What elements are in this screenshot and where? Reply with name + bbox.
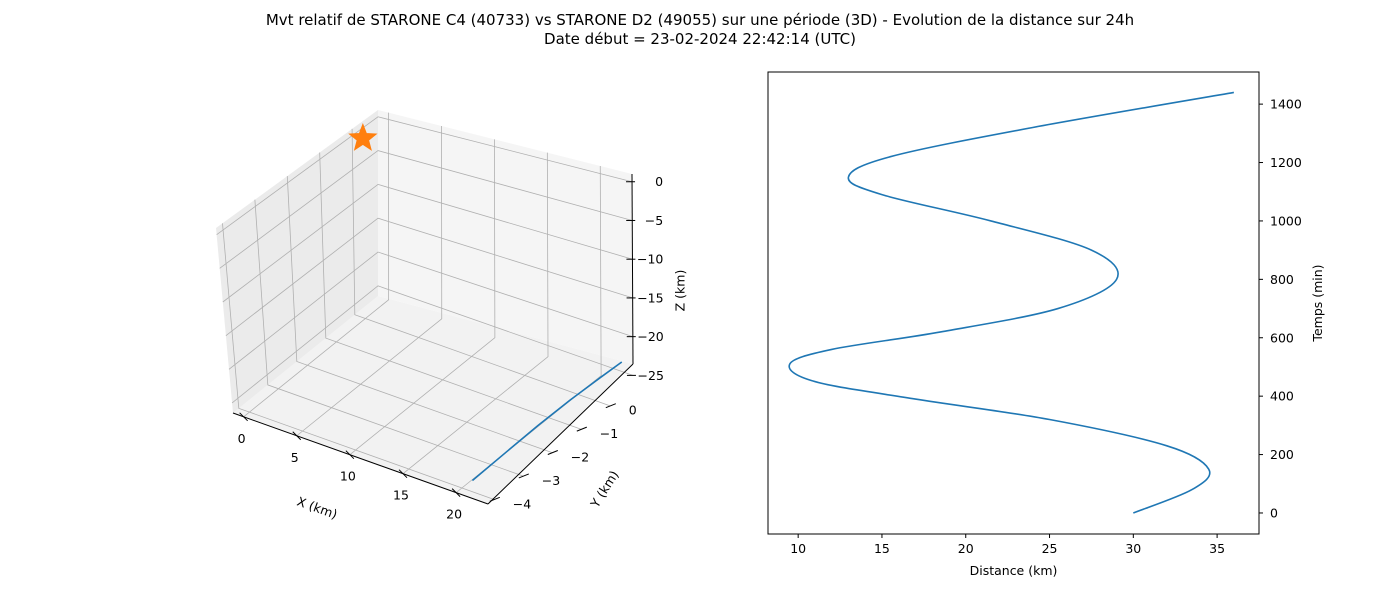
- y-gridline: [319, 152, 581, 430]
- y-tick-label: 200: [1270, 447, 1294, 462]
- y-tick-label: 1200: [1270, 155, 1302, 170]
- left-wall-pane: [216, 110, 378, 413]
- origin-star-marker: [348, 122, 378, 151]
- z-tick-label: 0: [655, 174, 663, 189]
- x-tick-label: 0: [238, 431, 246, 446]
- z-gridline: [231, 285, 634, 404]
- distance-series-line: [788, 91, 1234, 514]
- y-gridline: [254, 199, 523, 477]
- x-tick-mark: [292, 431, 302, 441]
- y-tick-mark: [547, 450, 558, 455]
- x-tick-label: 5: [291, 450, 299, 465]
- floor-pane: [233, 296, 633, 504]
- z-tick-label: −15: [637, 290, 663, 305]
- y-tick-mark: [518, 473, 529, 479]
- x-tick-label: 10: [790, 541, 806, 556]
- z-tick-label: −25: [638, 368, 664, 383]
- z-tick-label: −10: [637, 252, 663, 267]
- y-axis-line: [487, 363, 634, 505]
- z-axis-label: Z (km): [673, 270, 688, 312]
- y-gridline: [351, 128, 610, 407]
- x-tick-label: 15: [393, 488, 409, 503]
- x-tick-mark: [239, 412, 248, 422]
- plot-frame: [767, 71, 1260, 535]
- y-tick-mark: [489, 496, 500, 502]
- x-tick-label: 25: [1042, 541, 1058, 556]
- y-tick-label: −4: [513, 496, 531, 511]
- x-tick-label: 35: [1209, 541, 1225, 556]
- y-tick-mark: [576, 426, 587, 432]
- x-tick-label: 15: [874, 541, 890, 556]
- x-gridline: [402, 152, 549, 474]
- trajectory-line: [471, 361, 623, 482]
- y-tick-mark: [605, 403, 616, 409]
- y-gridline: [222, 223, 494, 500]
- x-tick-mark: [451, 488, 461, 497]
- x-tick-label: 20: [446, 507, 462, 522]
- z-gridline: [216, 116, 633, 236]
- y-tick-label: 600: [1270, 330, 1294, 345]
- y-tick-label: 400: [1270, 389, 1294, 404]
- y-tick-label: 0: [629, 403, 637, 418]
- y-tick-label: −1: [600, 426, 618, 441]
- x-tick-label: 20: [958, 541, 974, 556]
- x-axis-label: X (km): [295, 494, 339, 522]
- x-gridline: [243, 112, 390, 418]
- y-tick-label: −2: [571, 450, 589, 465]
- z-tick-label: −5: [645, 213, 663, 228]
- y-axis-label: Y (km): [587, 468, 622, 511]
- z-gridline: [225, 217, 633, 336]
- plot-distance-vs-time: 10 15 20 25 30 35 0 200 400 600 800 1000 1200 1400 Dis…: [767, 71, 1325, 578]
- x-tick-mark: [398, 469, 408, 479]
- x-tick-label: 10: [340, 469, 356, 484]
- z-gridline: [222, 183, 633, 303]
- y-tick-label: 0: [1270, 505, 1278, 520]
- z-tick-label: −20: [637, 329, 663, 344]
- x-tick-mark: [345, 450, 355, 460]
- chart-title-line2: Date début = 23-02-2024 22:42:14 (UTC): [544, 30, 856, 48]
- x-axis-label: Distance (km): [970, 563, 1058, 578]
- z-gridline: [228, 251, 633, 370]
- x-axis-line: [232, 412, 489, 505]
- chart-title-line1: Mvt relatif de STARONE C4 (40733) vs STA…: [265, 11, 1135, 29]
- x-gridline: [296, 125, 443, 437]
- y-tick-label: 1000: [1270, 213, 1302, 228]
- y-tick-label: −3: [542, 473, 560, 488]
- y-tick-label: 800: [1270, 272, 1294, 287]
- x-tick-label: 30: [1125, 541, 1141, 556]
- y-axis-label: Temps (min): [1310, 264, 1325, 342]
- z-axis-line: [631, 173, 634, 365]
- y-gridline: [286, 176, 552, 453]
- x-gridline: [349, 139, 496, 456]
- z-gridline: [219, 150, 633, 269]
- y-tick-label: 1400: [1270, 97, 1302, 112]
